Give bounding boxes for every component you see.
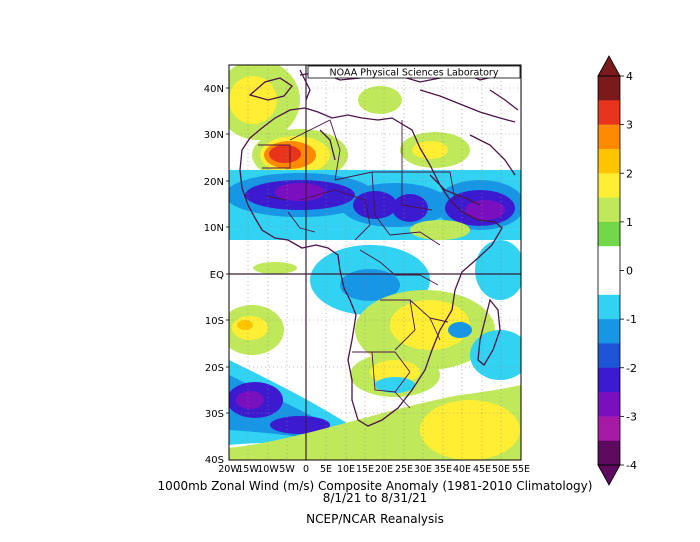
colorbar-tick-label: 2 bbox=[626, 167, 633, 180]
credit-text: NOAA Physical Sciences Laboratory bbox=[330, 68, 499, 79]
caption-line2: 8/1/21 to 8/31/21 bbox=[322, 491, 428, 505]
lat-label: 10S bbox=[205, 316, 224, 327]
colorbar-tick-label: -1 bbox=[626, 313, 637, 326]
colorbar-tick-label: 0 bbox=[626, 265, 633, 278]
lon-label: 30E bbox=[414, 464, 432, 475]
lon-label: 15E bbox=[356, 464, 374, 475]
lon-label: 35E bbox=[434, 464, 452, 475]
lat-label: 40S bbox=[205, 455, 224, 466]
colorbar-cell bbox=[598, 197, 620, 223]
colorbar-cell bbox=[598, 148, 620, 174]
colorbar-cell bbox=[598, 440, 620, 466]
lon-label: 5E bbox=[320, 464, 332, 475]
colorbar-tick-label: 4 bbox=[626, 70, 633, 83]
lat-label: EQ bbox=[210, 270, 224, 281]
colorbar-cell bbox=[598, 124, 620, 150]
plot-frame bbox=[228, 64, 522, 461]
country-borders bbox=[258, 119, 456, 409]
lon-label: 0 bbox=[303, 464, 309, 475]
colorbar-cell bbox=[598, 416, 620, 441]
lat-label: 20S bbox=[205, 363, 224, 374]
colorbar-tick-label: 1 bbox=[626, 216, 633, 229]
colorbar-cell bbox=[598, 221, 620, 247]
caption-line1: 1000mb Zonal Wind (m/s) Composite Anomal… bbox=[157, 479, 593, 493]
lon-label: 50E bbox=[492, 464, 510, 475]
colorbar-cell bbox=[598, 100, 620, 125]
lon-axis: 20W 15W 10W 5W 0 5E 10E 15E 20E 25E 30E … bbox=[218, 464, 530, 475]
lat-label: 30S bbox=[205, 409, 224, 420]
lon-label: 20E bbox=[375, 464, 393, 475]
lat-label: 10N bbox=[204, 223, 224, 234]
colorbar-tick-label: -3 bbox=[626, 410, 637, 423]
lat-axis: 40N 30N 20N 10N EQ 10S 20S 30S 40S bbox=[204, 84, 224, 466]
lon-label: 45E bbox=[473, 464, 491, 475]
lon-label: 10E bbox=[337, 464, 355, 475]
lat-label: 30N bbox=[204, 130, 224, 141]
lon-label: 10W bbox=[257, 464, 279, 475]
colorbar-tick-label: -2 bbox=[626, 362, 637, 375]
colorbar-cell bbox=[598, 294, 620, 320]
lon-label: 5W bbox=[279, 464, 295, 475]
colorbar-cell bbox=[598, 270, 620, 296]
colorbar-top-arrow bbox=[597, 55, 621, 77]
colorbar-cell bbox=[598, 343, 620, 369]
grid bbox=[229, 65, 521, 460]
lat-label: 40N bbox=[204, 84, 224, 95]
colorbar: 4 3 2 1 0 -1 -2 -3 -4 bbox=[597, 55, 637, 486]
colorbar-cell bbox=[598, 319, 620, 344]
lon-label: 15W bbox=[237, 464, 259, 475]
lon-label: 55E bbox=[512, 464, 530, 475]
caption-line3: NCEP/NCAR Reanalysis bbox=[306, 512, 444, 526]
lon-label: 25E bbox=[395, 464, 413, 475]
colorbar-cell bbox=[598, 367, 620, 393]
colorbar-cell bbox=[598, 173, 620, 198]
colorbar-tick-label: -4 bbox=[626, 459, 637, 472]
lat-label: 20N bbox=[204, 177, 224, 188]
colorbar-cell bbox=[598, 246, 620, 271]
lon-label: 20W bbox=[218, 464, 240, 475]
lon-label: 40E bbox=[453, 464, 471, 475]
credit-box bbox=[307, 65, 521, 79]
coastlines bbox=[239, 69, 519, 427]
colorbar-cell bbox=[598, 76, 620, 101]
colorbar-cell bbox=[598, 392, 620, 417]
colorbar-tick-label: 3 bbox=[626, 119, 633, 132]
